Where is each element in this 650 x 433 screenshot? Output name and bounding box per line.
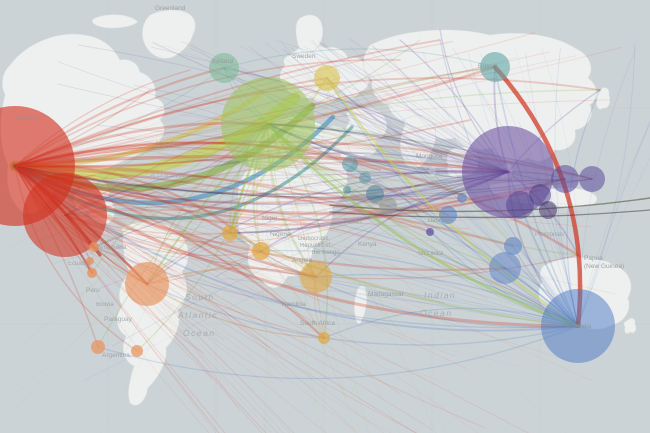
svg-text:Madagascar: Madagascar <box>368 291 405 298</box>
svg-text:Australia: Australia <box>566 323 592 330</box>
svg-text:Philippines: Philippines <box>535 232 564 238</box>
svg-text:Sri Lanka: Sri Lanka <box>418 251 444 257</box>
svg-text:Papua: Papua <box>584 255 603 262</box>
svg-text:Russia: Russia <box>478 63 498 70</box>
svg-text:Kenya: Kenya <box>358 241 377 248</box>
svg-text:Paraguay: Paraguay <box>104 316 133 323</box>
svg-text:Mongolia: Mongolia <box>416 153 443 160</box>
svg-text:North: North <box>155 140 182 149</box>
svg-text:Greenland: Greenland <box>155 5 186 12</box>
svg-text:Angola: Angola <box>292 257 313 264</box>
svg-text:Argentina: Argentina <box>102 352 130 359</box>
svg-text:Peru: Peru <box>86 287 100 294</box>
svg-text:Iceland: Iceland <box>212 58 233 65</box>
svg-text:Sudan: Sudan <box>343 218 362 225</box>
svg-text:South Africa: South Africa <box>300 320 335 327</box>
svg-text:Canada: Canada <box>15 115 38 122</box>
svg-text:Ocean: Ocean <box>420 308 453 318</box>
svg-text:the Congo: the Congo <box>312 250 340 256</box>
svg-text:Atlantic: Atlantic <box>149 171 188 180</box>
svg-text:Indian: Indian <box>424 290 456 300</box>
svg-text:Venezuela: Venezuela <box>96 244 127 251</box>
svg-text:Ocean: Ocean <box>183 328 216 338</box>
svg-text:Cuba: Cuba <box>75 210 90 216</box>
svg-text:Atlantic: Atlantic <box>177 310 218 320</box>
svg-text:South: South <box>185 292 215 302</box>
svg-text:Denmark: Denmark <box>428 218 453 224</box>
svg-text:Niger: Niger <box>262 215 278 222</box>
svg-text:Sweden: Sweden <box>292 53 316 60</box>
svg-text:Ecuador: Ecuador <box>68 261 90 267</box>
svg-text:Namibia: Namibia <box>282 301 306 308</box>
svg-text:Democratic: Democratic <box>298 236 328 242</box>
svg-text:Republic of: Republic of <box>300 243 330 249</box>
svg-text:(New Guinea): (New Guinea) <box>584 263 624 270</box>
svg-text:Bolivia: Bolivia <box>96 302 114 308</box>
svg-text:Nigeria: Nigeria <box>270 231 291 238</box>
